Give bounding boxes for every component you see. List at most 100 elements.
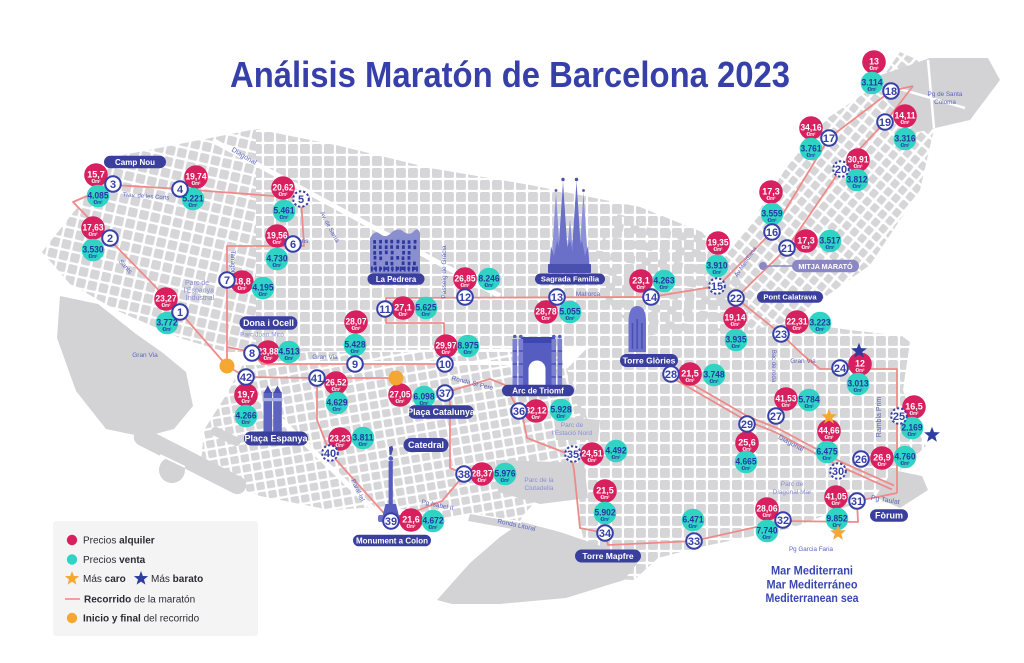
svg-text:€/m²: €/m²	[901, 461, 910, 467]
svg-text:Industrial: Industrial	[186, 295, 215, 302]
svg-text:€/m²: €/m²	[816, 327, 825, 333]
svg-text:25,6: 25,6	[738, 438, 756, 448]
svg-text:5.221: 5.221	[183, 194, 204, 204]
svg-text:€/m²: €/m²	[285, 356, 294, 362]
svg-text:5.976: 5.976	[495, 469, 516, 479]
svg-text:3.530: 3.530	[83, 245, 104, 255]
svg-text:16,5: 16,5	[905, 402, 923, 412]
svg-text:€/m²: €/m²	[273, 263, 282, 269]
svg-text:€/m²: €/m²	[422, 312, 431, 318]
svg-text:11: 11	[379, 304, 391, 316]
svg-text:17,63: 17,63	[83, 223, 104, 233]
svg-text:€/m²: €/m²	[163, 327, 172, 333]
svg-text:5: 5	[298, 194, 304, 206]
svg-text:€/m²: €/m²	[242, 420, 251, 426]
svg-text:Torre Mapfre: Torre Mapfre	[582, 551, 634, 561]
svg-text:27,05: 27,05	[390, 390, 411, 400]
svg-text:14,11: 14,11	[895, 111, 916, 121]
svg-text:€/m²: €/m²	[273, 240, 282, 246]
svg-text:8.975: 8.975	[458, 341, 479, 351]
svg-text:Monument a Colon: Monument a Colon	[356, 536, 428, 545]
svg-text:Pg Garcia Faria: Pg Garcia Faria	[789, 546, 834, 553]
svg-text:20,62: 20,62	[273, 183, 294, 193]
svg-text:34,16: 34,16	[801, 123, 822, 133]
svg-text:€/m²: €/m²	[793, 326, 802, 332]
svg-text:24: 24	[834, 363, 847, 375]
svg-text:€/m²: €/m²	[89, 254, 98, 260]
svg-text:Rambla Prim: Rambla Prim	[876, 397, 883, 438]
svg-text:Mar Mediterrani: Mar Mediterrani	[771, 564, 853, 578]
svg-text:Trav. de les Corts: Trav. de les Corts	[123, 192, 170, 201]
svg-text:€/m²: €/m²	[264, 356, 273, 362]
svg-text:Dona i Ocell: Dona i Ocell	[243, 318, 294, 328]
svg-text:22: 22	[730, 293, 742, 305]
svg-text:21,6: 21,6	[402, 515, 420, 525]
svg-text:Análisis Maratón de Barcelona: Análisis Maratón de Barcelona 2023	[230, 54, 790, 95]
svg-text:26,85: 26,85	[455, 274, 476, 284]
svg-text:€/m²: €/m²	[807, 132, 816, 138]
svg-text:4.665: 4.665	[736, 457, 757, 467]
svg-text:5.902: 5.902	[595, 508, 616, 518]
svg-text:28,78: 28,78	[536, 307, 557, 317]
svg-text:€/m²: €/m²	[782, 403, 791, 409]
svg-text:3.772: 3.772	[157, 318, 178, 328]
svg-text:23,27: 23,27	[156, 294, 177, 304]
svg-text:l'Estació Nord: l'Estació Nord	[552, 430, 592, 437]
svg-text:€/m²: €/m²	[94, 200, 103, 206]
svg-text:2: 2	[107, 233, 113, 245]
svg-text:Mar Mediterráneo: Mar Mediterráneo	[767, 578, 858, 592]
svg-text:16: 16	[766, 227, 778, 239]
svg-text:18: 18	[885, 86, 897, 98]
svg-text:3.812: 3.812	[847, 175, 868, 185]
svg-text:Pg de Santa: Pg de Santa	[928, 91, 963, 98]
svg-text:€/m²: €/m²	[407, 524, 416, 530]
svg-text:6.471: 6.471	[683, 515, 704, 525]
svg-text:€/m²: €/m²	[461, 283, 470, 289]
svg-text:€/m²: €/m²	[359, 442, 368, 448]
svg-text:Catedral: Catedral	[408, 440, 444, 450]
svg-text:24,51: 24,51	[582, 449, 603, 459]
svg-text:32: 32	[777, 515, 789, 527]
svg-text:€/m²: €/m²	[823, 456, 832, 462]
svg-text:€/m²: €/m²	[478, 478, 487, 484]
svg-text:€/m²: €/m²	[279, 192, 288, 198]
svg-text:5.055: 5.055	[560, 307, 581, 317]
svg-text:41: 41	[311, 373, 323, 385]
svg-text:7: 7	[224, 275, 230, 287]
svg-text:4.629: 4.629	[327, 398, 348, 408]
svg-text:€/m²: €/m²	[399, 312, 408, 318]
svg-text:19,56: 19,56	[267, 231, 288, 241]
svg-text:4.513: 4.513	[279, 347, 300, 357]
svg-text:€/m²: €/m²	[612, 455, 621, 461]
svg-text:29,97: 29,97	[436, 341, 457, 351]
svg-text:8.246: 8.246	[479, 274, 500, 284]
svg-text:€/m²: €/m²	[89, 232, 98, 238]
svg-text:6: 6	[290, 239, 296, 251]
svg-text:26,9: 26,9	[873, 453, 891, 463]
svg-text:3.517: 3.517	[820, 236, 841, 246]
svg-text:3.761: 3.761	[801, 144, 822, 154]
svg-text:2.169: 2.169	[902, 423, 923, 433]
svg-text:€/m²: €/m²	[542, 316, 551, 322]
svg-text:5.784: 5.784	[799, 395, 820, 405]
svg-text:€/m²: €/m²	[901, 143, 910, 149]
svg-text:28,06: 28,06	[757, 504, 778, 514]
svg-text:23,1: 23,1	[632, 276, 650, 286]
svg-text:Más barato: Más barato	[151, 574, 203, 585]
svg-text:Gran Via: Gran Via	[790, 358, 816, 365]
svg-text:€/m²: €/m²	[588, 458, 597, 464]
svg-text:5.928: 5.928	[551, 405, 572, 415]
svg-text:35: 35	[567, 449, 579, 461]
svg-text:Camp Nou: Camp Nou	[115, 158, 155, 167]
svg-text:€/m²: €/m²	[878, 462, 887, 468]
svg-text:21,5: 21,5	[596, 486, 614, 496]
svg-text:5.625: 5.625	[416, 303, 437, 313]
svg-text:€/m²: €/m²	[802, 245, 811, 251]
svg-text:Más caro: Más caro	[83, 574, 126, 585]
svg-text:30,91: 30,91	[848, 155, 869, 165]
svg-text:€/m²: €/m²	[743, 447, 752, 453]
svg-text:26: 26	[855, 454, 867, 466]
svg-text:€/m²: €/m²	[352, 326, 361, 332]
svg-text:€/m²: €/m²	[351, 349, 360, 355]
svg-text:36: 36	[513, 406, 525, 418]
